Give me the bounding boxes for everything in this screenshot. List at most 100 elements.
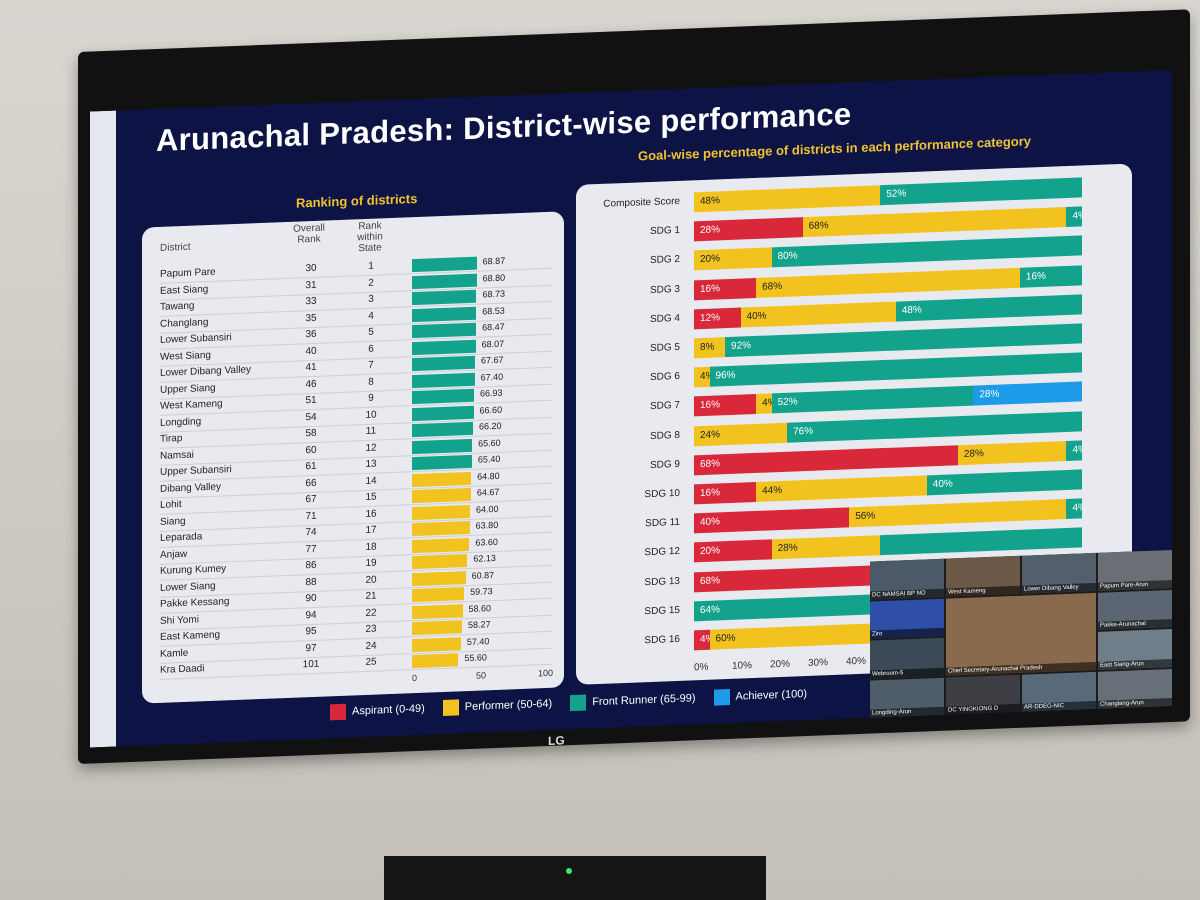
goal-label: SDG 4 [649,312,680,325]
state-rank: 7 [368,359,374,371]
power-led [566,868,572,874]
score-value: 62.13 [473,552,496,564]
video-tile-name: AR-DDEG-NIC [1022,700,1096,712]
goal-segment-label: 20% [700,253,721,266]
legend-achiever: Achiever (100) [713,686,808,706]
video-tile[interactable]: Pakke-Arunachal [1098,589,1172,630]
goal-segment-label: 68% [808,220,829,233]
goal-segment-label: 40% [700,516,721,529]
ranking-axis-tick: 0 [412,672,418,684]
video-tile[interactable]: Webroom-5 [870,637,944,679]
video-tile-name: DC NAMSAI BP NO [870,588,944,600]
goal-segment: 16% [1019,265,1082,288]
goal-segment: 52% [771,385,974,414]
state-rank: 21 [365,590,377,602]
goal-segment: 48% [694,185,881,213]
district-name: Lower Subansiri [160,332,232,346]
state-rank: 1 [368,260,374,272]
score-bar [412,636,461,652]
goal-bar: 28% 68% 4% [694,206,1082,242]
goal-segment: 24% [694,422,788,446]
video-tile-main[interactable]: Chief Secretary-Arunachal Pradesh [946,592,1096,676]
score-value: 68.53 [482,305,505,316]
goal-segment-label: 8% [700,341,715,354]
video-tile[interactable]: Papum Pare-Arun [1098,549,1172,591]
district-name: Tawang [160,300,195,313]
goal-bar: 16% 44% 40% [694,469,1082,505]
overall-rank: 67 [305,493,317,506]
video-tile[interactable]: East Siang-Arun [1098,628,1172,670]
score-bar [412,603,463,619]
legend-label: Achiever (100) [735,687,808,703]
score-bar [412,554,468,570]
state-rank: 10 [365,409,377,421]
score-bar [412,289,477,306]
video-tile[interactable]: Longding-Arun [870,677,944,718]
overall-rank: 51 [305,394,317,407]
state-rank: 18 [365,541,377,553]
overall-rank: 58 [305,427,317,440]
overall-rank: 40 [305,345,317,357]
video-tile[interactable]: DC NAMSAI BP NO [870,558,944,600]
video-tile-name: Lower Dibang Valley [1022,582,1096,594]
performer-swatch [442,699,459,716]
overall-rank-header: Overall Rank [293,222,325,246]
score-value: 64.00 [475,503,499,515]
video-tile[interactable]: Changlang-Arun [1098,668,1172,709]
goal-segment-label: 20% [700,545,721,558]
state-rank: 8 [368,376,374,388]
score-value: 58.27 [468,619,491,631]
score-bar [412,620,463,636]
score-bar [412,372,475,388]
overall-rank: 31 [305,279,317,291]
goal-segment: 48% [895,294,1082,322]
state-rank: 15 [365,491,377,503]
overall-rank: 60 [305,444,317,456]
goal-segment: 40% [694,507,850,534]
video-tile[interactable]: West Kameng [946,555,1020,597]
goal-segment-label: 4% [1072,444,1082,456]
district-name: Namsai [160,449,194,462]
goal-segment-label: 44% [762,484,783,497]
overall-rank: 66 [305,477,317,489]
score-value: 64.67 [476,486,500,498]
legend-performer: Performer (50-64) [442,696,552,716]
score-value: 55.60 [464,652,487,664]
district-name: Kamle [160,647,189,660]
overall-rank: 71 [305,510,317,522]
district-name: Lower Siang [160,580,216,594]
goal-label: SDG 2 [649,254,680,267]
state-rank: 25 [365,656,377,668]
score-bar [412,570,466,586]
score-bar [412,487,471,504]
state-rank: 3 [368,293,374,305]
goal-bar: 24% 76% [694,411,1082,446]
goal-segment-label: 68% [700,574,721,587]
district-ranking-panel: District Overall Rank Rank within State … [142,211,564,704]
score-bar [412,504,470,520]
score-value: 68.87 [482,255,506,267]
score-value: 58.60 [468,602,492,614]
goal-segment: 12% [694,307,741,330]
video-tile[interactable]: AR-DDEG-NIC [1022,671,1096,712]
video-tile[interactable]: Ziro [870,598,944,639]
goal-label: SDG 5 [649,341,680,355]
video-tile-name: Ziro [870,627,944,639]
video-tile[interactable]: DC YINGKIONG D [946,674,1020,715]
score-bar [412,520,470,537]
goal-bar: 40% 56% 4% [694,498,1082,534]
state-rank: 23 [365,623,377,635]
video-tile[interactable]: Lower Dibang Valley [1022,552,1096,594]
goal-segment: 28% [957,440,1067,465]
goal-segment: 80% [771,235,1082,268]
score-bar [412,653,459,669]
goal-segment-label: 4% [700,633,710,646]
goal-segment-label: 68% [700,458,721,470]
goal-segment-label: 56% [855,510,876,523]
goal-segment-label: 96% [715,369,736,382]
set-top-box [384,856,766,900]
goal-label: SDG 13 [644,575,680,588]
overall-rank: 94 [305,609,317,621]
goal-segment-label: 40% [746,310,767,323]
state-rank-header: Rank within State [357,220,383,255]
